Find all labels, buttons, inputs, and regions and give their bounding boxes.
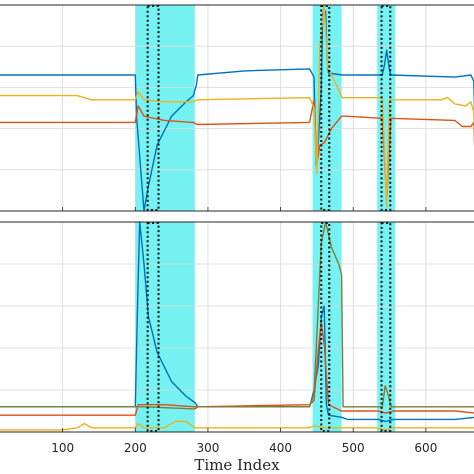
shaded-interval [135, 5, 195, 211]
x-tick-label: 400 [269, 441, 292, 455]
dotted-box [320, 5, 331, 211]
x-tick-label: 600 [414, 441, 437, 455]
dotted-box [146, 222, 160, 432]
shaded-interval [377, 222, 396, 432]
dotted-box [380, 222, 392, 432]
x-axis-label: Time Index [194, 456, 280, 474]
series-line [0, 99, 474, 202]
series-line [0, 4, 474, 208]
series-line [0, 221, 474, 410]
bottom-panel: 100 200 300 400 500 600 [0, 221, 474, 455]
x-tick-label: 200 [124, 441, 147, 455]
x-tick-label: 500 [342, 441, 365, 455]
series-line [0, 420, 474, 431]
dotted-box [380, 5, 392, 211]
axes-frame [0, 4, 474, 212]
series-line [0, 221, 474, 423]
shaded-interval [135, 222, 195, 432]
x-tick-label: 100 [51, 441, 74, 455]
top-panel [0, 4, 474, 212]
series-line [0, 10, 474, 212]
x-tick-label: 300 [196, 441, 219, 455]
axes-frame [0, 221, 474, 433]
shaded-interval [312, 5, 342, 211]
dotted-box [146, 5, 160, 211]
series-line [0, 322, 474, 416]
